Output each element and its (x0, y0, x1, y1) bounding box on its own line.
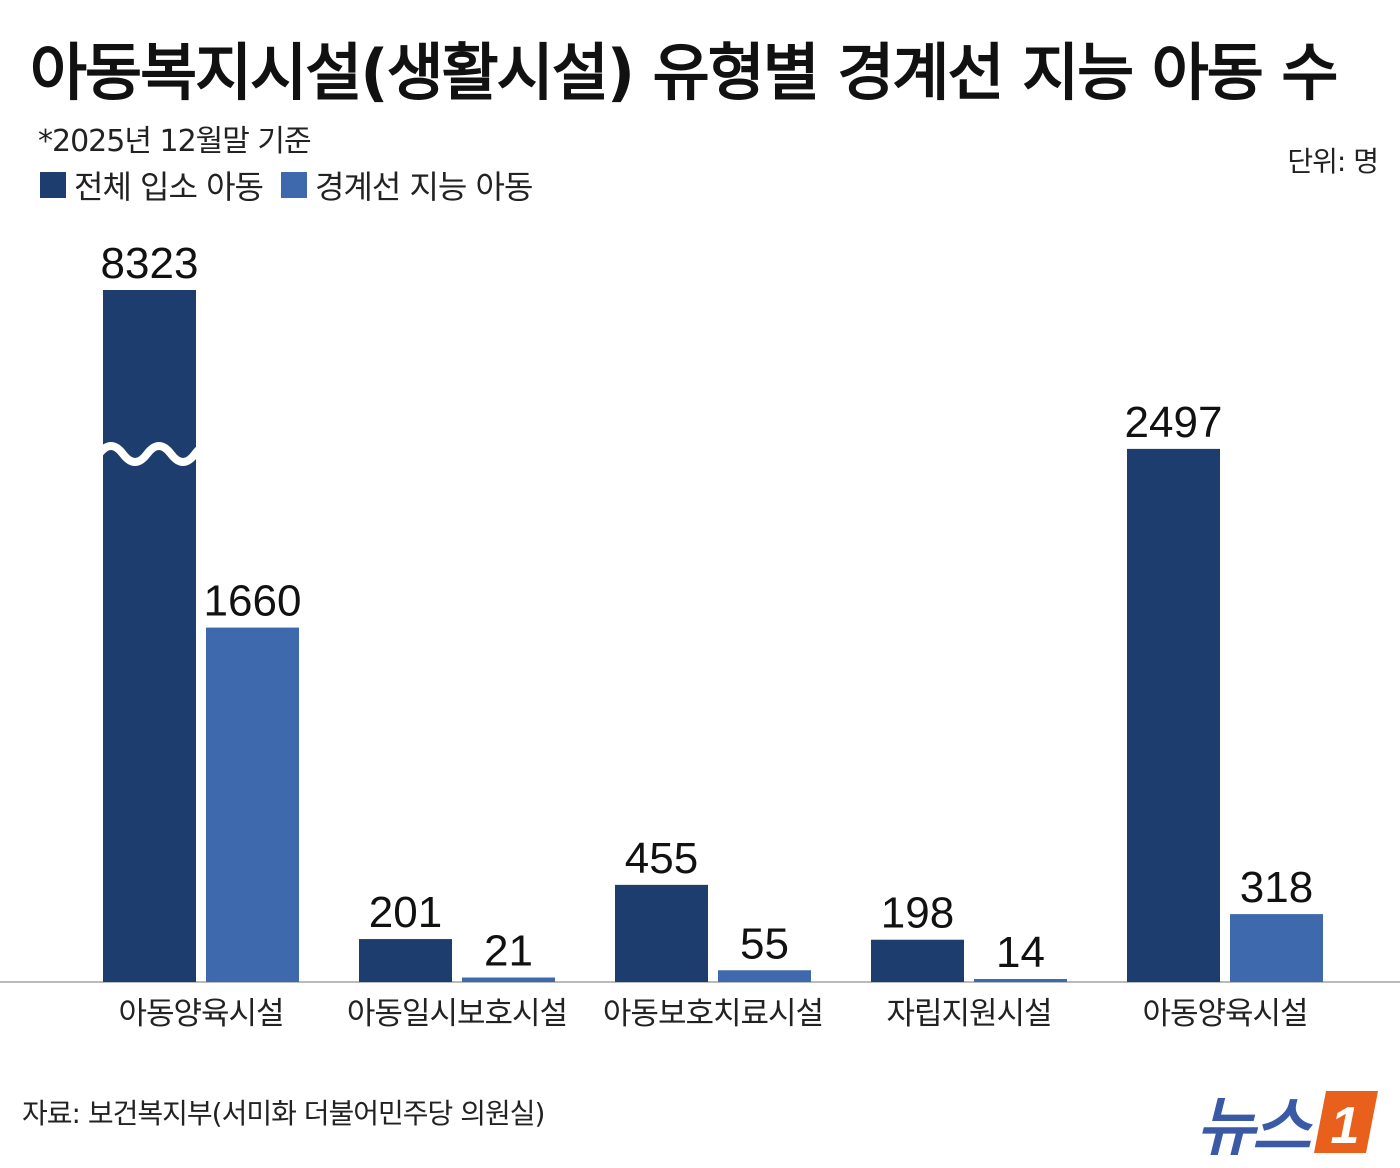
bar-total (871, 939, 964, 982)
bar-borderline (1230, 914, 1323, 982)
data-label-total: 198 (881, 889, 954, 938)
x-tick-label: 아동일시보호시설 (347, 996, 567, 1032)
data-label-borderline: 21 (484, 927, 533, 976)
legend-swatch-borderline (280, 172, 307, 198)
bar-total (615, 884, 708, 982)
bar-borderline (718, 970, 811, 982)
source-note: 자료: 보건복지부(서미화 더불어민주당 의원실) (22, 1097, 545, 1130)
data-label-borderline: 318 (1240, 863, 1313, 912)
data-label-borderline: 1660 (204, 577, 302, 626)
data-label-total: 2497 (1125, 398, 1223, 447)
bar-total (1127, 448, 1220, 982)
x-tick-label: 아동양육시설 (1142, 996, 1307, 1032)
bar-total (359, 939, 452, 982)
data-label-total: 455 (625, 834, 698, 883)
x-tick-label: 아동양육시설 (118, 996, 283, 1032)
data-label-total: 8323 (101, 239, 199, 288)
x-tick-label: 자립지원시설 (886, 996, 1051, 1032)
x-tick-label: 아동보호치료시설 (603, 996, 823, 1032)
legend-item-total: 전체 입소 아동 (40, 162, 264, 208)
bar-total (103, 290, 196, 982)
chart-subtitle: *2025년 12월말 기준 (38, 124, 312, 159)
axis-break-mark (95, 442, 223, 466)
data-label-borderline: 55 (740, 919, 789, 968)
bar-borderline (462, 977, 555, 982)
bar-chart: 8323 1660 아동양육시설 201 21 아동일시보호시설 455 55 아동보호치료시설… (0, 239, 1400, 1032)
legend-label-total: 전체 입소 아동 (74, 168, 264, 206)
legend-swatch-total (40, 172, 66, 198)
legend-label-borderline: 경계선 지능 아동 (314, 168, 533, 206)
legend-item-borderline: 경계선 지능 아동 (280, 162, 533, 208)
data-label-total: 201 (369, 888, 442, 937)
news1-logo: 뉴스 1 (1196, 1076, 1382, 1168)
data-label-borderline: 14 (996, 928, 1045, 977)
bar-borderline (974, 979, 1067, 982)
chart-title: 아동복지시설(생활시설) 유형별 경계선 지능 아동 수 (30, 36, 1338, 109)
bar-borderline (206, 627, 299, 982)
logo-badge-icon: 1 (1314, 1091, 1378, 1155)
legend: 전체 입소 아동 경계선 지능 아동 (40, 162, 550, 208)
logo-badge-text: 1 (1331, 1097, 1360, 1155)
logo-text: 뉴스 (1196, 1091, 1311, 1165)
unit-label: 단위: 명 (1287, 145, 1379, 178)
